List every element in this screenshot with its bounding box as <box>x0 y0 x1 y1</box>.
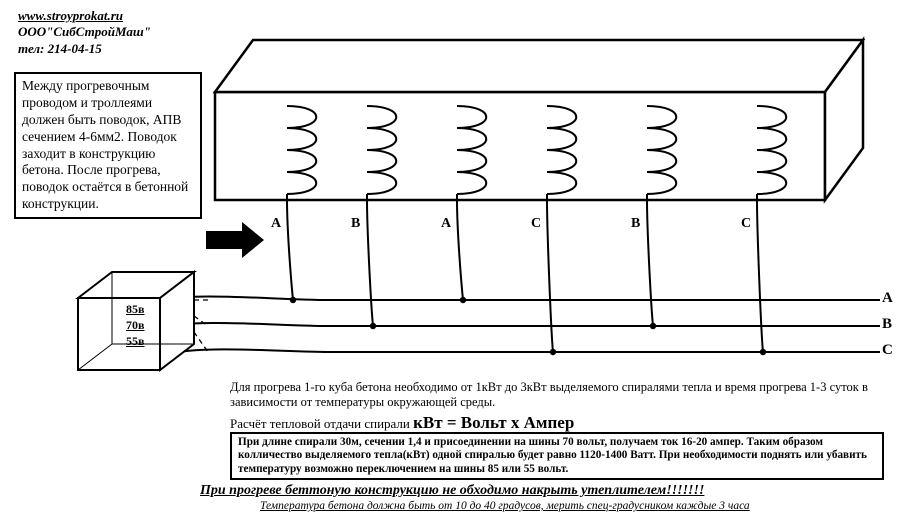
bus-label-B: B <box>882 316 892 333</box>
voltage-0: 85в <box>126 302 144 317</box>
spiral-label-0: A <box>271 216 281 232</box>
temperature-note: Температура бетона должна быть от 10 до … <box>260 500 750 512</box>
voltage-2: 55в <box>126 334 144 349</box>
bus-label-C: C <box>882 342 893 359</box>
insulation-warning: При прогреве беттоную конструкцию не обх… <box>200 483 704 499</box>
formula-line: Расчёт тепловой отдачи спирали кВт = Вол… <box>230 413 574 433</box>
calc-text: При длине спирали 30м, сечении 1,4 и при… <box>238 436 867 475</box>
formula-bold: кВт = Вольт х Ампер <box>413 413 574 432</box>
spiral-label-3: C <box>531 216 541 232</box>
bus-label-A: A <box>882 290 893 307</box>
spiral-label-2: A <box>441 216 451 232</box>
spiral-label-4: B <box>631 216 640 232</box>
spiral-label-5: C <box>741 216 751 232</box>
voltage-1: 70в <box>126 318 144 333</box>
calc-box: При длине спирали 30м, сечении 1,4 и при… <box>230 432 884 480</box>
heating-note: Для прогрева 1-го куба бетона необходимо… <box>230 380 870 410</box>
formula-prefix: Расчёт тепловой отдачи спирали <box>230 416 413 431</box>
spiral-label-1: B <box>351 216 360 232</box>
